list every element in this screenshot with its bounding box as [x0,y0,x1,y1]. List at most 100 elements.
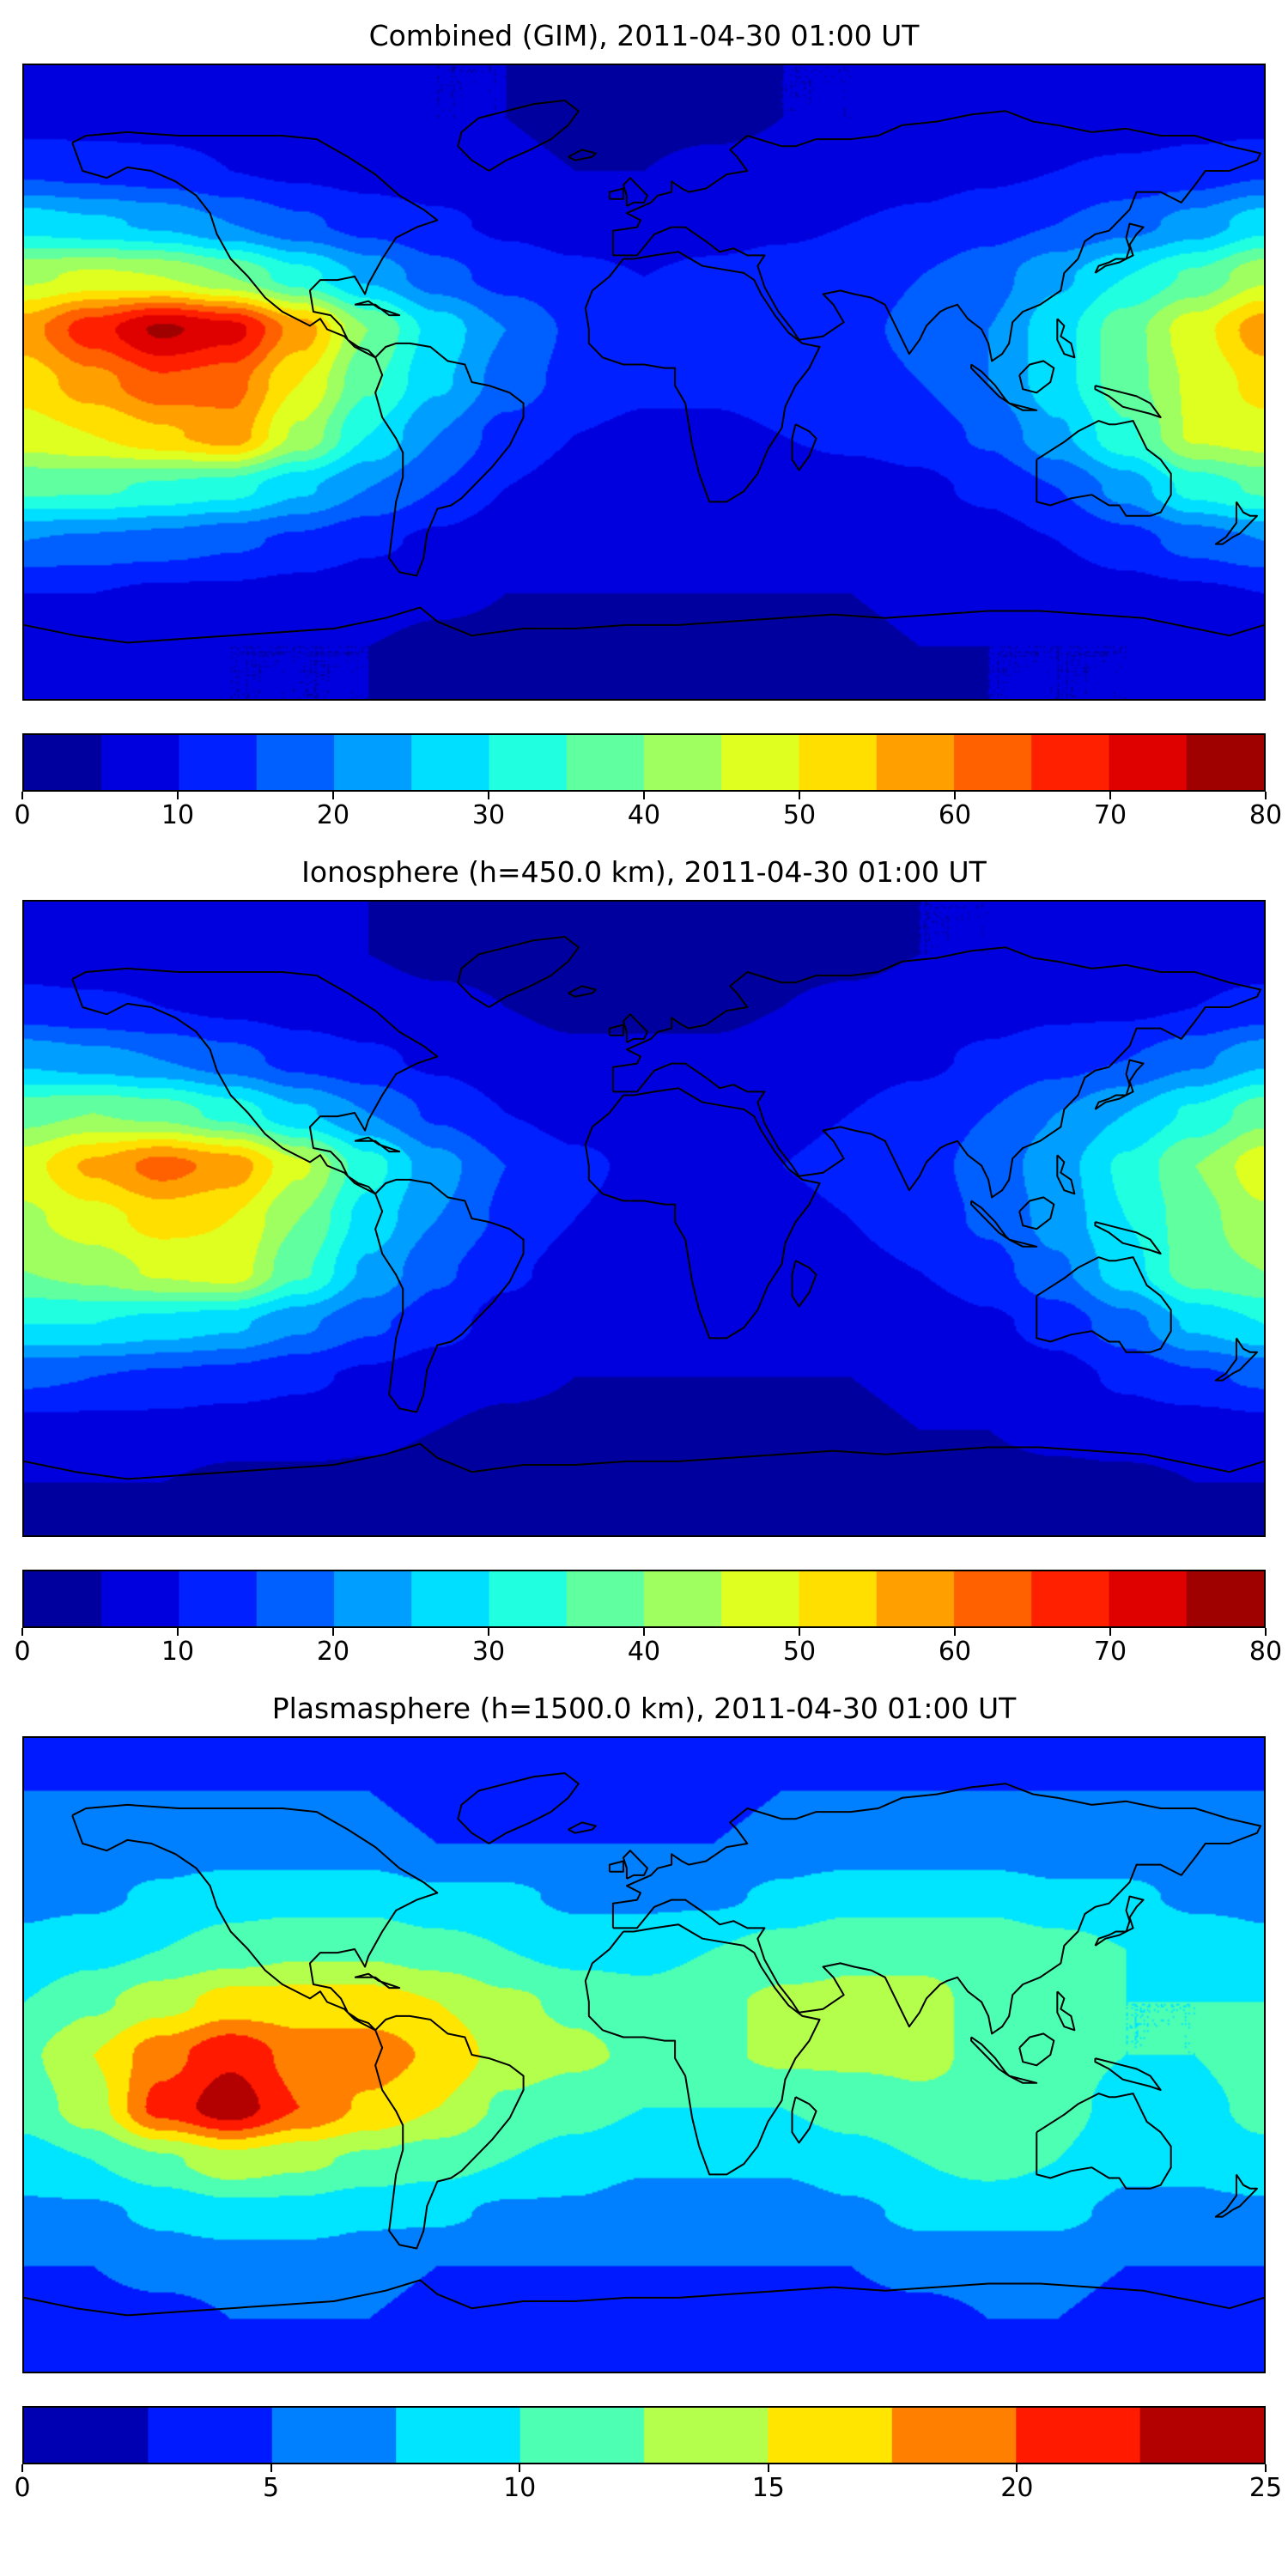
colorbar-tick-labels: 0 5 10 15 20 25 [14,2464,1282,2507]
colorbar-tick-label: 30 [471,800,506,830]
colorbar-tick-label: 20 [1000,2473,1034,2503]
coastline-path [458,937,578,1007]
colorbar-tick-label: 40 [627,1637,661,1667]
coastline-path [1009,404,1036,410]
coastline-path [458,100,578,171]
colorbar-tick-mark [270,2464,272,2472]
colorbar-tick-label: 5 [263,2473,280,2503]
colorbar-tick-label: 0 [14,1637,31,1667]
colorbar-tick-mark [767,2464,769,2472]
colorbar-tick-label: 0 [14,800,31,830]
colorbar-tick-mark [332,792,334,799]
colorbar-tick-mark [643,1628,645,1636]
coastline-path [792,2097,816,2142]
colorbar-canvas [24,2408,1264,2463]
colorbar-tick-mark [1265,792,1267,799]
coastline-path [1095,224,1143,273]
colorbar-tick-label: 70 [1093,800,1127,830]
colorbar-tick-label: 20 [316,1637,350,1667]
coastline-path [1216,2174,1257,2216]
coastline-path [1095,1897,1143,1946]
coastline-path [792,1261,816,1306]
colorbar-tick-label: 60 [938,1637,972,1667]
colorbar-tick-mark [954,1628,956,1636]
colorbar-tick-label: 60 [938,800,972,830]
coastline-path [613,947,1261,1197]
coastline-path [613,111,1261,361]
colorbar [22,1570,1266,1628]
panel-title: Plasmasphere (h=1500.0 km), 2011-04-30 0… [271,1692,1017,1725]
coastline-path [24,2280,1264,2315]
colorbar-tick-label: 50 [782,1637,817,1667]
colorbar-tick-label: 40 [627,800,661,830]
heatmap-canvas [24,902,1264,1535]
colorbar-tick-label: 25 [1249,2473,1283,2503]
colorbar-tick-label: 20 [316,800,350,830]
colorbar-canvas [24,1571,1264,1626]
colorbar-tick-mark [799,792,800,799]
colorbar-tick-mark [1016,2464,1018,2472]
colorbar-tick-mark [21,2464,23,2472]
coastline-path [971,1201,1009,1240]
coastline-path [586,1088,820,1338]
colorbar-tick-mark [488,792,489,799]
coastlines-overlay [24,902,1264,1535]
coastline-path [623,1014,647,1042]
coastline-path [586,252,820,501]
map-plot [22,900,1266,1537]
panel-combined: Combined (GIM), 2011-04-30 01:00 UT 0 10 2… [14,17,1282,835]
coastline-path [1216,1338,1257,1380]
coastline-path [568,986,596,996]
colorbar-tick-label: 80 [1249,800,1283,830]
panel-ionosphere: Ionosphere (h=450.0 km), 2011-04-30 01:0… [14,854,1282,1671]
coastline-path [375,1180,523,1413]
coastline-path [375,2016,523,2249]
coastlines-overlay [24,65,1264,699]
colorbar-tick-mark [177,1628,179,1636]
map-plot [22,64,1266,701]
colorbar-tick-mark [1265,2464,1267,2472]
coastline-path [1019,1197,1054,1229]
colorbar-tick-label: 30 [471,1637,506,1667]
coastline-path [1019,2033,1054,2065]
colorbar-tick-mark [1109,1628,1111,1636]
colorbar-tick-label: 70 [1093,1637,1127,1667]
coastline-path [1036,2093,1170,2189]
coastline-path [613,1783,1261,2033]
coastline-path [1009,2076,1036,2083]
coastline-path [1216,501,1257,544]
colorbar-tick-mark [488,1628,489,1636]
coastline-path [792,424,816,470]
coastline-path [610,189,623,199]
coastline-path [355,301,399,315]
coastline-path [1036,1257,1170,1352]
colorbar-tick-mark [332,1628,334,1636]
coastline-path [72,969,437,1194]
colorbar [22,2406,1266,2464]
coastline-path [1057,1991,1074,2030]
coastline-path [355,1138,399,1151]
colorbar-tick-mark [1265,1628,1267,1636]
map-plot [22,1736,1266,2373]
coastline-path [568,149,596,160]
coastline-path [72,1805,437,2030]
coastline-path [1019,361,1054,392]
coastline-path [355,1974,399,1988]
coastline-path [1095,2058,1160,2090]
heatmap-canvas [24,65,1264,699]
coastline-path [1095,1060,1143,1109]
coastline-path [1036,421,1170,516]
colorbar-tick-mark [21,792,23,799]
coastline-path [971,2038,1009,2076]
colorbar-tick-label: 10 [161,800,195,830]
coastline-path [610,1862,623,1872]
coastline-path [1057,319,1074,357]
coastline-path [623,1850,647,1879]
colorbar-tick-label: 10 [503,2473,537,2503]
coastline-path [1009,1240,1036,1247]
colorbar-tick-label: 0 [14,2473,31,2503]
colorbar-tick-mark [519,2464,521,2472]
colorbar-tick-label: 15 [751,2473,785,2503]
colorbar-tick-mark [643,792,645,799]
coastline-path [586,1924,820,2174]
